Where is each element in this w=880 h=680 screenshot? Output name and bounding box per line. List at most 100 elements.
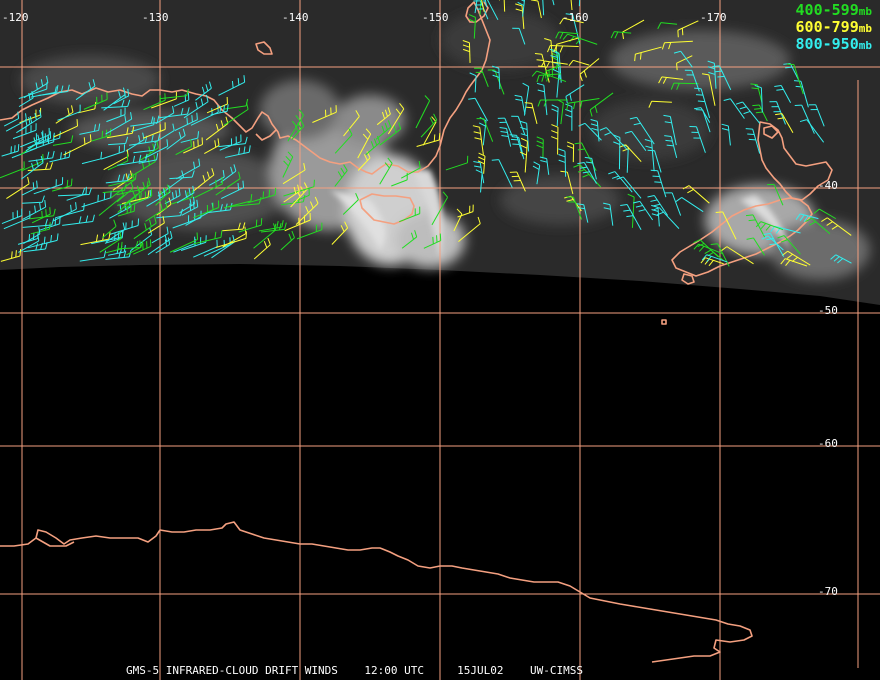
wind-barb	[103, 149, 129, 171]
wind-barb	[566, 97, 600, 111]
wind-barb	[379, 122, 402, 146]
wind-barb	[752, 104, 768, 122]
wind-barb	[126, 240, 142, 256]
wind-barb	[283, 184, 300, 203]
wind-barb	[774, 85, 792, 104]
wind-barb	[144, 139, 169, 159]
wind-barb	[295, 196, 319, 226]
wind-barb	[210, 104, 229, 116]
wind-barb	[57, 104, 81, 121]
wind-barb	[795, 213, 819, 222]
wind-barb	[576, 203, 589, 223]
wind-barb	[140, 140, 159, 161]
lat-label-50: -50	[818, 304, 838, 317]
wind-barb	[783, 63, 799, 80]
wind-barb	[220, 164, 237, 183]
wind-barb	[52, 135, 74, 146]
wind-barb	[453, 208, 463, 232]
wind-barb	[830, 254, 852, 264]
wind-barb	[91, 230, 124, 245]
wind-barb	[707, 60, 717, 89]
wind-barb	[423, 233, 442, 249]
wind-barb	[415, 95, 431, 129]
wind-barb	[715, 211, 737, 240]
wind-barb	[530, 0, 542, 19]
wind-barb	[147, 216, 165, 234]
wind-barb	[695, 109, 711, 133]
legend-unit: mb	[858, 22, 872, 35]
lon-label-140: -140	[282, 11, 309, 24]
wind-barb	[524, 102, 538, 124]
wind-barb	[22, 195, 45, 204]
wind-barb	[532, 161, 541, 185]
wind-barb	[539, 156, 550, 175]
wind-barb	[99, 231, 122, 253]
wind-barb	[223, 102, 249, 126]
wind-barb	[130, 117, 155, 133]
wind-barb	[296, 222, 323, 240]
wind-barb	[16, 117, 31, 134]
wind-barb	[558, 148, 567, 177]
wind-barb	[468, 14, 476, 39]
wind-barb	[663, 114, 677, 146]
wind-barb	[81, 151, 103, 165]
wind-barb	[416, 132, 441, 147]
gulf-coast	[255, 129, 277, 141]
wind-barb	[105, 241, 123, 254]
wind-barb	[28, 150, 55, 162]
wind-barb	[110, 172, 135, 199]
wind-barb	[253, 223, 277, 249]
wind-barb	[109, 218, 140, 235]
wind-barb	[777, 235, 801, 255]
wind-barb	[12, 123, 37, 140]
wind-barb	[53, 119, 79, 138]
wind-barb	[62, 214, 95, 226]
wind-barb	[476, 118, 494, 142]
wind-barb	[27, 131, 52, 149]
wind-barb	[648, 100, 672, 108]
wind-barb	[130, 115, 160, 127]
wind-barb	[664, 135, 678, 159]
wind-barb	[79, 123, 101, 135]
legend-400-599: 400-599mb	[796, 2, 872, 20]
wind-barb	[616, 176, 642, 199]
wind-barb	[689, 126, 706, 153]
wind-barb	[682, 185, 710, 204]
wind-barb	[211, 234, 235, 259]
wind-barb	[23, 75, 49, 99]
wind-barb	[462, 40, 471, 63]
wind-barb	[552, 68, 560, 98]
wind-barb	[176, 158, 201, 180]
wind-barb	[562, 33, 598, 45]
wind-barb	[551, 104, 559, 127]
wind-barb	[578, 122, 602, 141]
bright-cloud-streaks	[330, 170, 790, 260]
wind-barb	[133, 216, 157, 240]
wind-barb	[457, 204, 474, 218]
wind-barb	[176, 185, 195, 204]
wind-barb	[91, 128, 112, 142]
wind-barb	[735, 101, 761, 124]
wind-barb	[474, 67, 489, 87]
wind-barb	[260, 222, 287, 233]
wind-barb	[537, 99, 568, 107]
caption-product: GMS-5 INFRARED-CLOUD DRIFT WINDS	[126, 664, 338, 677]
wind-barb	[519, 120, 530, 152]
infrared-swath	[0, 0, 880, 305]
wind-barb	[30, 85, 59, 98]
wind-barb	[118, 240, 144, 250]
wind-barb	[676, 55, 693, 71]
wind-barb	[566, 141, 575, 163]
wind-barb	[552, 0, 555, 6]
wind-barb	[5, 113, 27, 132]
wind-barb	[253, 237, 271, 260]
wind-barb	[684, 69, 700, 92]
pacific-island	[255, 41, 273, 55]
wind-barb	[247, 187, 277, 204]
wind-barb	[22, 200, 47, 220]
wind-barb	[334, 128, 353, 154]
wind-barb	[509, 171, 526, 192]
wind-barb	[0, 161, 25, 179]
wind-barb	[486, 0, 499, 21]
wind-barb	[29, 208, 56, 220]
